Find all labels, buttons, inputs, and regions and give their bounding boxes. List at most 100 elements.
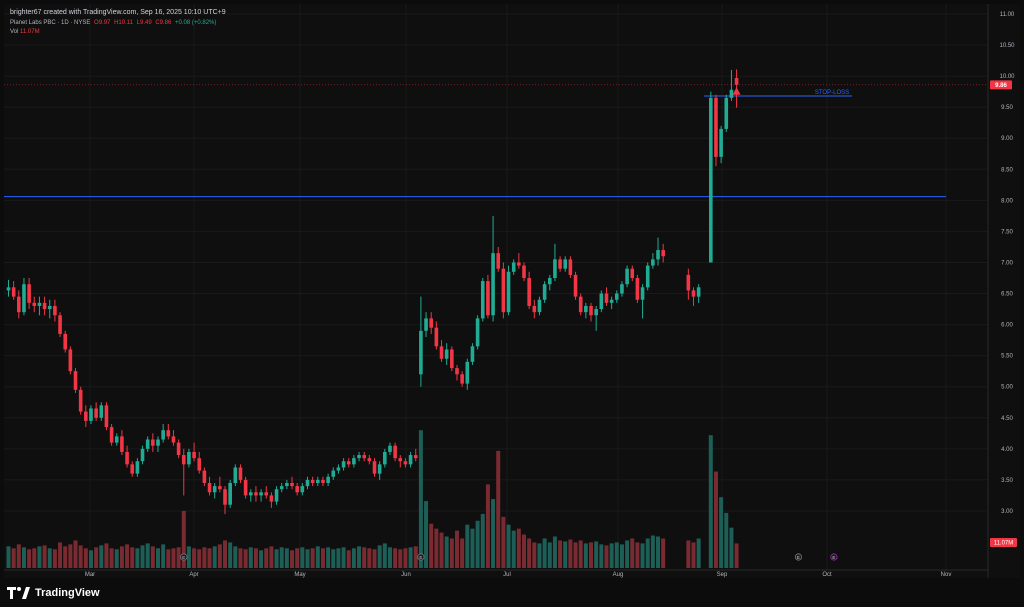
volume-bar bbox=[341, 547, 346, 568]
candle-body bbox=[11, 287, 16, 297]
volume-bar bbox=[532, 542, 537, 568]
candle-body bbox=[264, 492, 269, 496]
candle-body bbox=[73, 371, 78, 390]
volume-bar bbox=[719, 497, 724, 568]
volume-bar bbox=[573, 542, 578, 568]
candle-body bbox=[181, 455, 186, 465]
candle-body bbox=[377, 464, 382, 474]
candle-body bbox=[589, 305, 593, 316]
candle-body bbox=[290, 482, 294, 487]
volume-bar bbox=[656, 536, 661, 568]
y-tick-label: 8.00 bbox=[1001, 198, 1013, 204]
candle-body bbox=[522, 265, 526, 278]
candle-body bbox=[630, 268, 635, 278]
volume-bar bbox=[192, 548, 197, 568]
earnings-marker-label: E bbox=[419, 555, 422, 560]
volume-bar bbox=[460, 538, 465, 568]
volume-bar bbox=[640, 543, 645, 568]
candle-body bbox=[161, 430, 165, 440]
candle-body bbox=[254, 492, 258, 496]
volume-bar bbox=[197, 549, 202, 568]
volume-bar bbox=[11, 548, 16, 568]
volume-bar bbox=[398, 549, 403, 568]
candle-body bbox=[130, 464, 135, 474]
volume-bar bbox=[362, 547, 367, 568]
volume-bar bbox=[537, 543, 542, 568]
candle-body bbox=[719, 128, 723, 157]
candle-body bbox=[94, 408, 98, 418]
volume-bar bbox=[171, 548, 176, 568]
volume-bar bbox=[418, 430, 423, 568]
volume-bar bbox=[155, 548, 160, 568]
volume-bar bbox=[310, 548, 315, 568]
volume-bar bbox=[650, 535, 655, 568]
volume-bar bbox=[114, 549, 119, 568]
candle-body bbox=[336, 467, 341, 471]
y-tick-label: 6.50 bbox=[1001, 292, 1013, 298]
volume-bar bbox=[223, 540, 228, 568]
volume-bar bbox=[589, 542, 594, 568]
volume-bar bbox=[259, 550, 264, 568]
candle-body bbox=[635, 278, 640, 300]
candle-body bbox=[578, 296, 583, 313]
x-tick-label: Jun bbox=[401, 572, 411, 578]
candle-body bbox=[202, 470, 207, 483]
candle-body bbox=[321, 479, 325, 483]
tradingview-logo[interactable]: TradingView bbox=[7, 586, 100, 600]
candle-body bbox=[553, 259, 557, 278]
volume-bar bbox=[186, 546, 191, 568]
candle-body bbox=[408, 455, 413, 465]
candle-body bbox=[326, 476, 330, 483]
candle-body bbox=[84, 411, 88, 421]
candle-body bbox=[120, 436, 124, 452]
volume-bar bbox=[429, 523, 434, 568]
candle-body bbox=[192, 451, 196, 459]
volume-bar bbox=[320, 548, 325, 568]
x-tick-label: Jul bbox=[503, 572, 511, 578]
earnings-marker-label: E bbox=[182, 555, 185, 560]
candle-body bbox=[573, 274, 578, 297]
volume-bar bbox=[465, 524, 470, 568]
candle-body bbox=[367, 458, 372, 462]
volume-bar bbox=[336, 548, 341, 568]
volume-bar bbox=[619, 544, 624, 568]
volume-bar bbox=[233, 546, 238, 568]
candle-body bbox=[145, 439, 150, 449]
candle-body bbox=[393, 445, 397, 459]
earnings-marker bbox=[794, 553, 803, 561]
volume-bar bbox=[125, 544, 130, 568]
candles bbox=[6, 69, 739, 515]
candle-body bbox=[475, 318, 480, 347]
chart-frame: 3.00 3.50 4.00 4.50 5.00 5.50 6.00 6.50 7.00 7.50… bbox=[4, 4, 1020, 578]
volume-bar bbox=[88, 550, 93, 568]
symbol-name: Planet Labs PBC · 1D · NYSE bbox=[10, 20, 91, 26]
candle-body bbox=[734, 77, 739, 85]
volume-bar bbox=[217, 544, 222, 568]
volume-bar bbox=[27, 549, 32, 568]
candle-body bbox=[362, 455, 366, 459]
candle-body bbox=[614, 293, 619, 300]
candle-body bbox=[109, 427, 114, 443]
candle-body bbox=[568, 259, 573, 275]
earnings-marker bbox=[417, 553, 425, 561]
candle-body bbox=[207, 482, 212, 493]
last-volume-tag-label: 11.07M bbox=[994, 541, 1014, 547]
volume-bar bbox=[315, 546, 320, 568]
candle-body bbox=[480, 281, 485, 319]
candle-body bbox=[686, 274, 691, 291]
volume-bar bbox=[434, 528, 439, 568]
volume-bar bbox=[253, 548, 258, 568]
y-tick-label: 3.50 bbox=[1001, 478, 1013, 484]
volume-bar bbox=[284, 548, 289, 568]
volume-bar bbox=[661, 538, 666, 568]
candle-body bbox=[506, 271, 511, 313]
price-chart[interactable]: 3.00 3.50 4.00 4.50 5.00 5.50 6.00 6.50 7.00 7.50… bbox=[4, 4, 1020, 578]
candle-body bbox=[357, 455, 361, 459]
grid-lines bbox=[4, 4, 988, 570]
x-tick-label: Mar bbox=[85, 572, 95, 578]
volume-bar bbox=[645, 538, 650, 568]
x-tick-label: Aug bbox=[613, 572, 624, 578]
candle-body bbox=[68, 349, 73, 372]
candle-body bbox=[78, 389, 83, 412]
